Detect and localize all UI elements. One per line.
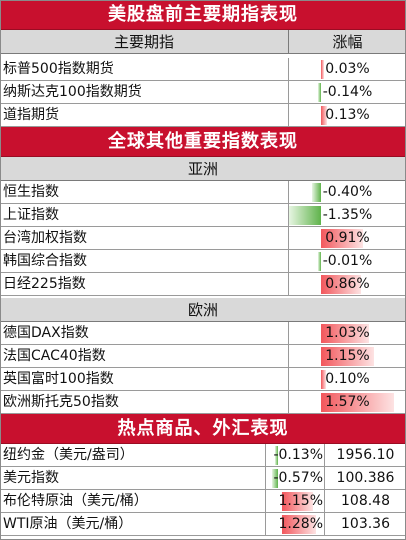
negative-bar	[311, 183, 321, 202]
row-name: 恒生指数	[0, 181, 289, 203]
negative-bar	[317, 83, 321, 102]
positive-bar	[321, 370, 326, 389]
positive-bar	[282, 515, 317, 534]
asia-subheader: 亚洲	[0, 157, 406, 181]
change-value: 0.10%	[325, 371, 370, 387]
negative-bar	[289, 206, 321, 225]
table-row: 纽约金（美元/盎司） -0.13% 1956.10	[0, 444, 406, 467]
change-cell	[266, 490, 325, 512]
positive-bar	[321, 275, 361, 294]
table-row: 美元指数 -0.57% 100.386	[0, 467, 406, 490]
change-value: 1.15%	[278, 493, 323, 509]
positive-bar	[321, 106, 327, 125]
table-row: 道指期货 0.13%	[0, 104, 406, 127]
change-value: 0.13%	[325, 107, 370, 123]
positive-bar	[321, 347, 375, 366]
europe-subheader: 欧洲	[0, 298, 406, 322]
table-row: 台湾加权指数 0.91%	[0, 227, 406, 250]
global-section-title: 全球其他重要指数表现	[0, 127, 406, 157]
change-value: -0.40%	[322, 184, 373, 200]
table-row: 纳斯达克100指数期货 -0.14%	[0, 81, 406, 104]
positive-bar	[321, 324, 369, 343]
row-name: 韩国综合指数	[0, 250, 289, 272]
change-value: 0.86%	[325, 276, 370, 292]
row-name: 美元指数	[0, 467, 266, 489]
positive-bar	[321, 229, 364, 248]
change-cell	[266, 467, 325, 489]
table-row: 恒生指数 -0.40%	[0, 181, 406, 204]
positive-bar	[321, 60, 324, 79]
table-row: WTI原油（美元/桶） 1.28% 103.36	[0, 513, 406, 536]
change-value: -0.57%	[273, 470, 323, 486]
table-row: 标普500指数期货 0.03%	[0, 58, 406, 81]
row-name: 欧洲斯托克50指数	[0, 391, 289, 413]
positive-bar	[282, 492, 313, 511]
price-value: 103.36	[341, 516, 390, 532]
change-value: 1.03%	[325, 325, 370, 341]
row-name: 法国CAC40指数	[0, 345, 289, 367]
negative-bar	[318, 252, 321, 271]
row-name: 上证指数	[0, 204, 289, 226]
row-name: 德国DAX指数	[0, 322, 289, 344]
row-name: 布伦特原油（美元/桶）	[0, 490, 266, 512]
column-name-header: 主要期指	[0, 30, 289, 54]
change-value: 0.91%	[325, 230, 370, 246]
positive-bar	[321, 393, 394, 412]
table-row: 法国CAC40指数 1.15%	[0, 345, 406, 368]
row-name: 日经225指数	[0, 273, 289, 295]
change-value: -1.35%	[322, 207, 373, 223]
change-value: -0.13%	[273, 447, 323, 463]
row-name: 标普500指数期货	[0, 58, 289, 80]
price-value: 108.48	[341, 493, 390, 509]
table-row: 英国富时100指数 0.10%	[0, 368, 406, 391]
table-row: 布伦特原油（美元/桶） 1.15% 108.48	[0, 490, 406, 513]
price-value: 100.386	[336, 470, 395, 486]
table-row: 韩国综合指数 -0.01%	[0, 250, 406, 273]
row-name: 台湾加权指数	[0, 227, 289, 249]
table-row: 德国DAX指数 1.03%	[0, 322, 406, 345]
change-value: 1.28%	[278, 516, 323, 532]
change-cell	[266, 513, 325, 535]
change-value: 1.57%	[325, 394, 370, 410]
table-row: 日经225指数 0.86%	[0, 273, 406, 296]
commodities-section-title: 热点商品、外汇表现	[0, 414, 406, 444]
row-name: WTI原油（美元/桶）	[0, 513, 266, 535]
change-value: -0.01%	[322, 253, 373, 269]
us-futures-column-header: 主要期指 涨幅	[0, 30, 406, 54]
negative-bar	[275, 446, 278, 465]
change-value: 0.03%	[325, 61, 370, 77]
column-change-header: 涨幅	[332, 33, 363, 51]
change-value: -0.14%	[322, 84, 373, 100]
us-futures-section-title: 美股盘前主要期指表现	[0, 0, 406, 30]
table-row: 欧洲斯托克50指数 1.57%	[0, 391, 406, 414]
row-name: 英国富时100指数	[0, 368, 289, 390]
change-cell	[266, 444, 325, 466]
row-name: 道指期货	[0, 104, 289, 126]
negative-bar	[271, 469, 278, 488]
change-value: 1.15%	[325, 348, 370, 364]
table-row: 上证指数 -1.35%	[0, 204, 406, 227]
price-value: 1956.10	[336, 447, 395, 463]
row-name: 纳斯达克100指数期货	[0, 81, 289, 103]
row-name: 纽约金（美元/盎司）	[0, 444, 266, 466]
